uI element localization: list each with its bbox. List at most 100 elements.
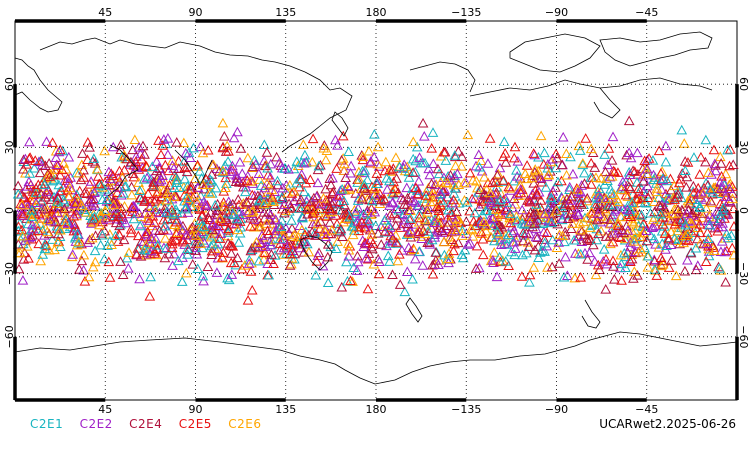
observation-triangle — [399, 286, 411, 297]
observation-triangle — [649, 196, 660, 206]
observation-triangle — [511, 231, 523, 242]
observation-triangle — [225, 168, 236, 179]
coastline-segment — [281, 71, 353, 153]
observation-triangle — [21, 240, 33, 251]
observation-triangle — [595, 210, 607, 221]
observation-triangle — [341, 256, 352, 267]
observation-triangle — [431, 212, 443, 222]
observation-triangle — [276, 215, 288, 225]
observation-triangle — [52, 196, 63, 206]
observation-triangle — [375, 221, 387, 231]
observation-triangle — [46, 234, 58, 244]
observation-triangle — [151, 188, 163, 199]
observation-triangle — [171, 177, 182, 187]
observation-triangle — [498, 136, 510, 146]
observation-triangle — [590, 172, 602, 182]
observation-triangle — [448, 245, 459, 256]
observation-triangle — [612, 217, 624, 228]
observation-triangle — [25, 231, 37, 242]
observation-triangle — [123, 247, 135, 257]
observation-triangle — [648, 233, 660, 244]
observation-triangle — [139, 149, 150, 159]
observation-triangle — [575, 248, 587, 259]
observation-triangle — [387, 232, 399, 243]
observation-triangle — [90, 230, 101, 240]
observation-triangle — [110, 217, 122, 228]
observation-triangle — [516, 204, 528, 215]
observation-triangle — [16, 210, 28, 220]
observation-triangle — [282, 239, 293, 250]
observation-triangle — [604, 171, 616, 182]
observation-triangle — [34, 167, 46, 178]
observation-triangle — [286, 215, 297, 225]
coastline-segment — [14, 331, 738, 385]
observation-triangle — [612, 167, 624, 177]
observation-triangle — [648, 169, 659, 180]
observation-triangle — [426, 223, 437, 233]
observation-triangle — [499, 238, 510, 248]
observation-triangle — [712, 225, 724, 236]
observation-triangle — [108, 211, 120, 222]
observation-triangle — [264, 179, 276, 190]
observation-triangle — [556, 213, 568, 223]
observation-triangle — [192, 159, 203, 170]
observation-triangle — [591, 234, 603, 245]
observation-triangle — [679, 165, 691, 175]
observation-triangle — [702, 233, 714, 243]
observation-triangle — [236, 168, 248, 178]
observation-triangle — [308, 192, 320, 203]
observation-triangle — [138, 174, 150, 184]
observation-triangle — [429, 217, 441, 227]
observation-triangle — [299, 149, 311, 160]
observation-triangle — [359, 183, 370, 193]
observation-triangle — [618, 247, 630, 258]
left-lat-label: −60 — [3, 325, 16, 348]
observation-triangle — [440, 155, 452, 165]
observation-triangle — [298, 157, 310, 168]
observation-triangle — [325, 204, 337, 215]
observation-triangle — [154, 207, 165, 218]
coastline-segment — [174, 149, 213, 186]
observation-triangle — [194, 166, 206, 176]
observation-triangle — [475, 226, 487, 237]
observation-triangle — [451, 206, 462, 217]
observation-triangle — [676, 168, 688, 178]
observation-triangle — [392, 255, 404, 266]
observation-triangle — [653, 145, 665, 156]
top-lon-label: 135 — [275, 6, 296, 19]
bottom-lon-label: 45 — [98, 403, 112, 416]
observation-triangle — [283, 198, 295, 209]
observation-triangle — [551, 242, 563, 253]
observation-triangle — [550, 148, 562, 159]
observation-triangle — [582, 212, 593, 222]
observation-triangle — [598, 243, 610, 254]
observation-triangle — [665, 215, 677, 226]
observation-triangle — [336, 204, 348, 215]
observation-triangle — [659, 228, 671, 238]
observation-triangle — [418, 130, 430, 141]
observation-triangle — [60, 214, 72, 225]
observation-triangle — [198, 221, 210, 232]
observation-triangle — [433, 168, 445, 179]
observation-triangle — [58, 206, 70, 217]
observation-triangle — [275, 221, 287, 231]
observation-triangle — [600, 193, 612, 203]
observation-triangle — [457, 225, 468, 236]
observation-triangle — [283, 164, 294, 174]
observation-triangle — [32, 225, 44, 235]
coastline-segment — [469, 77, 713, 97]
observation-triangle — [669, 233, 680, 243]
observation-triangle — [356, 191, 368, 202]
observation-triangle — [55, 224, 66, 235]
observation-triangle — [675, 173, 686, 184]
observation-triangle — [529, 244, 541, 255]
observation-triangle — [73, 237, 85, 248]
observation-triangle — [278, 234, 289, 244]
observation-triangle — [240, 186, 251, 197]
observation-triangle — [569, 272, 581, 283]
observation-triangle — [334, 190, 346, 200]
observation-triangle — [724, 160, 735, 171]
observation-triangle — [157, 170, 168, 181]
observation-triangle — [571, 206, 583, 217]
observation-triangle — [597, 255, 609, 266]
